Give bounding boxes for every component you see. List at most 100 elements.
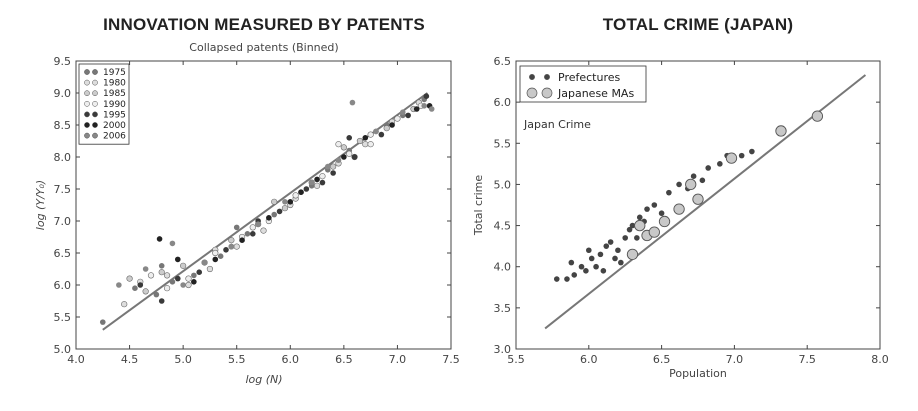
legend-box [519,65,647,103]
y-tick-label: 9.5 [54,55,72,68]
data-point [389,122,395,128]
data-point [413,106,420,112]
legend-marker [541,87,553,99]
y-tick-label: 8.0 [54,151,72,164]
data-point [308,179,315,186]
data-point [330,170,336,176]
legend-label: Prefectures [558,71,621,84]
x-tick-label: 7.0 [726,353,744,366]
data-point [367,131,374,138]
legend-marker [92,100,98,107]
data-point [217,253,224,259]
data-point [383,125,390,132]
x-tick-label: 6.5 [653,353,671,366]
data-point [276,208,283,215]
data-point [228,237,235,244]
data-point [206,265,214,273]
chart-title: INNOVATION MEASURED BY PATENTS [103,15,425,34]
data-point [346,150,353,157]
legend-label: 2000 [103,121,126,131]
data-point [651,202,658,208]
data-point [303,186,310,192]
data-point [249,231,256,237]
x-tick-label: 5.0 [174,353,192,366]
data-point [705,165,711,171]
x-tick-label: 7.5 [442,353,460,366]
legend-marker [544,74,550,80]
data-point [142,288,149,295]
y-tick-label: 5.5 [54,311,72,324]
data-point [629,222,636,229]
data-point [158,269,165,276]
data-point [423,93,430,99]
data-point [676,181,682,188]
data-point [233,224,240,231]
legend-label: 1980 [103,79,126,89]
data-point [99,319,106,325]
data-point [378,131,385,138]
legend-label: 1995 [103,110,126,120]
data-point [142,266,149,272]
data-point [319,179,326,186]
data-point [180,282,186,288]
data-point [618,259,624,266]
y-tick-label: 4.5 [494,220,512,233]
legend-marker [526,87,538,99]
legend-label: 1985 [103,89,126,99]
x-tick-label: 8.0 [871,353,889,366]
legend-marker [92,90,98,97]
legend-marker [92,69,98,75]
data-point [180,262,187,269]
x-tick-label: 4.5 [121,353,139,366]
data-point [340,144,347,151]
data-point [593,263,599,270]
data-point [282,199,288,205]
data-point [692,193,704,205]
data-point [314,176,320,183]
data-point [553,276,560,282]
y-tick-label: 7.5 [54,183,72,196]
y-tick-label: 6.5 [54,247,72,260]
data-point [212,256,219,263]
data-point [699,177,706,184]
legend-marker [92,132,98,139]
y-tick-label: 3.0 [494,343,512,356]
legend-marker [84,79,90,86]
data-point [634,235,640,241]
data-point [600,268,607,274]
data-point [583,268,589,274]
y-tick-label: 6.0 [494,96,512,109]
x-tick-label: 5.5 [507,353,525,366]
data-point [634,219,646,232]
data-point [191,279,197,285]
data-point [749,148,755,155]
data-point [588,255,595,262]
data-point [626,226,633,233]
data-point [158,298,165,304]
legend-label: 2006 [103,132,126,142]
data-point [373,128,379,135]
data-point [298,189,304,195]
legend-marker [84,111,90,118]
data-point [351,154,358,160]
data-point [578,263,585,270]
data-point [158,263,165,269]
data-point [394,115,401,122]
plot-area [75,60,452,350]
data-point [607,239,614,245]
data-point [249,224,256,231]
data-point [201,259,208,266]
x-tick-label: 5.5 [228,353,246,366]
data-point [271,198,278,205]
data-point [271,211,278,218]
data-point [648,226,660,238]
legend-marker [84,100,90,107]
data-point [116,282,122,288]
data-point [428,106,435,112]
data-point [126,275,133,282]
data-point [330,163,337,170]
data-point [174,275,181,282]
y-tick-label: 9.0 [54,87,72,100]
x-tick-label: 7.5 [798,353,816,366]
